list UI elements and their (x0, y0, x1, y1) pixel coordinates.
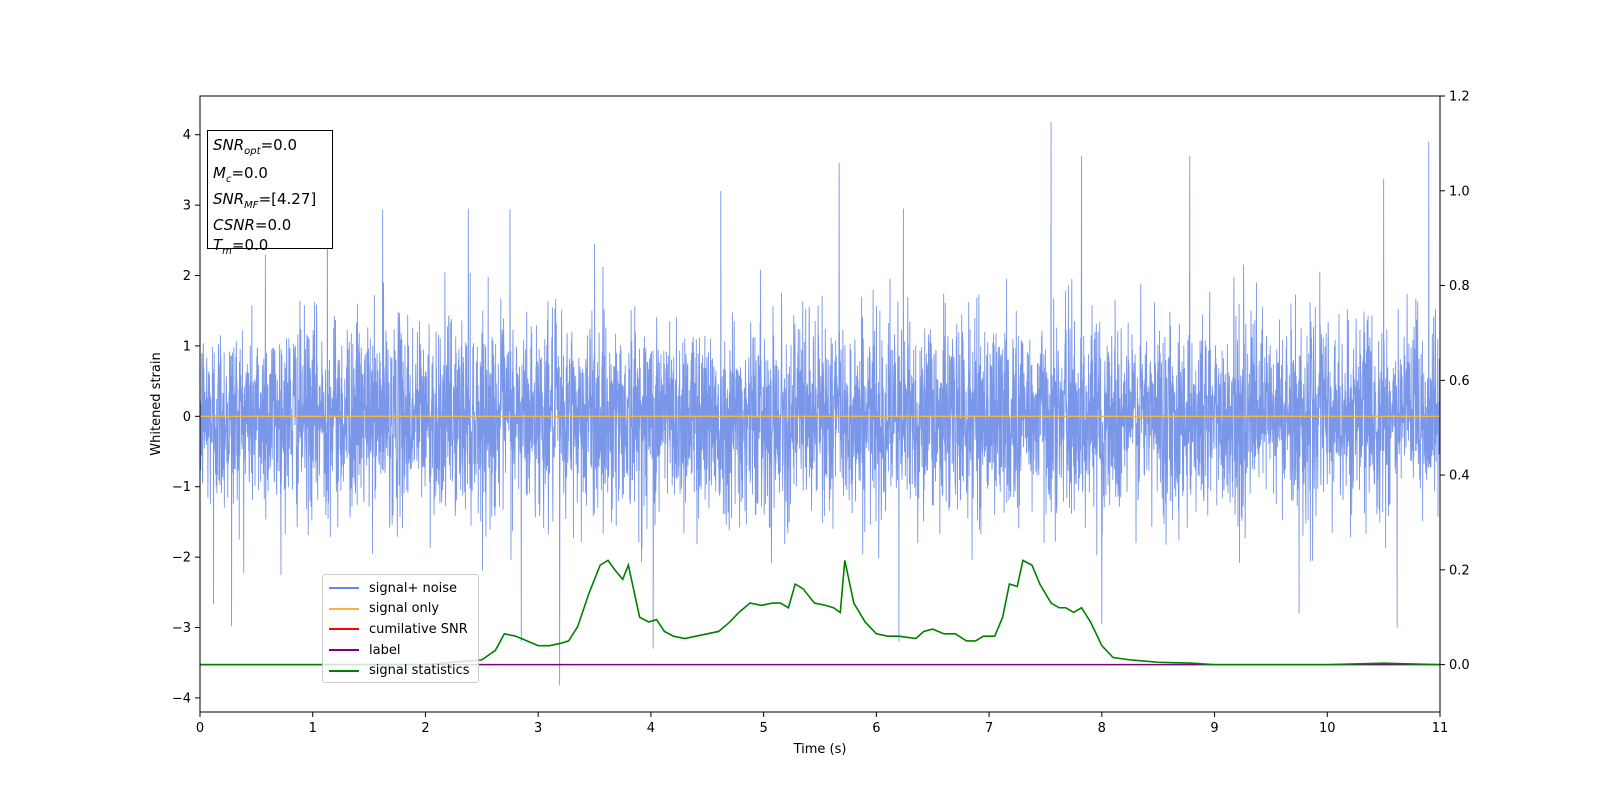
legend-item-label: label (329, 640, 478, 661)
y2-tick-label: 0.4 (1449, 469, 1470, 484)
stats-annotation-box: SNRopt=0.0 Mc=0.0 SNRMF=[4.27] CSNR=0.0 … (207, 130, 333, 257)
y-tick-label: 0 (183, 410, 191, 425)
legend-label: signal only (369, 601, 440, 617)
legend: signal+ noise signal only cumilative SNR… (322, 574, 479, 683)
stat-csnr: CSNR=0.0 (213, 216, 292, 234)
y-tick-label: −2 (172, 551, 191, 566)
x-tick-label: 8 (1098, 721, 1106, 736)
y-tick-label: −4 (172, 691, 191, 706)
legend-item-signal-only: signal only (329, 599, 478, 620)
x-axis-ticks: 0 1 2 3 4 5 6 7 8 9 10 11 (196, 712, 1448, 736)
y-tick-label: 4 (183, 128, 191, 143)
x-tick-label: 5 (759, 721, 767, 736)
y-axis-ticks: 4 3 2 1 0 −1 −2 −3 −4 (172, 128, 200, 706)
signal-noise-line (199, 122, 1441, 686)
y2-tick-label: 1.2 (1449, 90, 1470, 105)
stat-tm: Tm=0.0 (213, 236, 269, 257)
x-tick-label: 6 (872, 721, 880, 736)
stat-snr-opt: SNRopt=0.0 (213, 136, 297, 157)
y2-tick-label: 0.8 (1449, 279, 1470, 294)
y-axis-label: Whitened strain (149, 352, 164, 455)
legend-label: cumilative SNR (369, 621, 468, 637)
x-axis-label: Time (s) (793, 742, 847, 757)
legend-swatch (329, 649, 359, 652)
x-tick-label: 4 (647, 721, 655, 736)
y2-tick-label: 0.2 (1449, 563, 1470, 578)
x-tick-label: 1 (309, 721, 317, 736)
legend-label: label (369, 642, 401, 658)
noise-series (199, 122, 1441, 686)
x-tick-label: 2 (421, 721, 429, 736)
legend-item-signal-statistics: signal statistics (329, 660, 478, 681)
legend-swatch (329, 587, 359, 590)
x-tick-label: 10 (1319, 721, 1336, 736)
stat-mc: Mc=0.0 (213, 163, 268, 185)
legend-item-cumilative-snr: cumilative SNR (329, 619, 478, 640)
x-tick-label: 7 (985, 721, 993, 736)
legend-swatch (329, 628, 359, 631)
y-tick-label: 3 (183, 199, 191, 214)
stat-snr-mf: SNRMF=[4.27] (213, 190, 317, 211)
y2-axis-ticks: 1.2 1.0 0.8 0.6 0.4 0.2 0.0 (1440, 90, 1470, 673)
legend-swatch (329, 669, 359, 672)
y-tick-label: 2 (183, 269, 191, 284)
y-tick-label: −1 (172, 480, 191, 495)
legend-label: signal+ noise (369, 580, 458, 596)
signal-statistics-line (200, 559, 1441, 666)
x-tick-label: 9 (1210, 721, 1218, 736)
legend-swatch (329, 608, 359, 610)
legend-item-signal-noise: signal+ noise (329, 578, 478, 599)
y-tick-label: −3 (172, 621, 191, 636)
y2-tick-label: 1.0 (1449, 184, 1470, 199)
x-tick-label: 11 (1432, 721, 1449, 736)
x-tick-label: 0 (196, 721, 204, 736)
y-tick-label: 1 (183, 339, 191, 354)
x-tick-label: 3 (534, 721, 542, 736)
plot-frame (199, 95, 1441, 713)
y2-tick-label: 0.6 (1449, 374, 1470, 389)
legend-label: signal statistics (369, 663, 470, 679)
y2-tick-label: 0.0 (1449, 658, 1470, 673)
